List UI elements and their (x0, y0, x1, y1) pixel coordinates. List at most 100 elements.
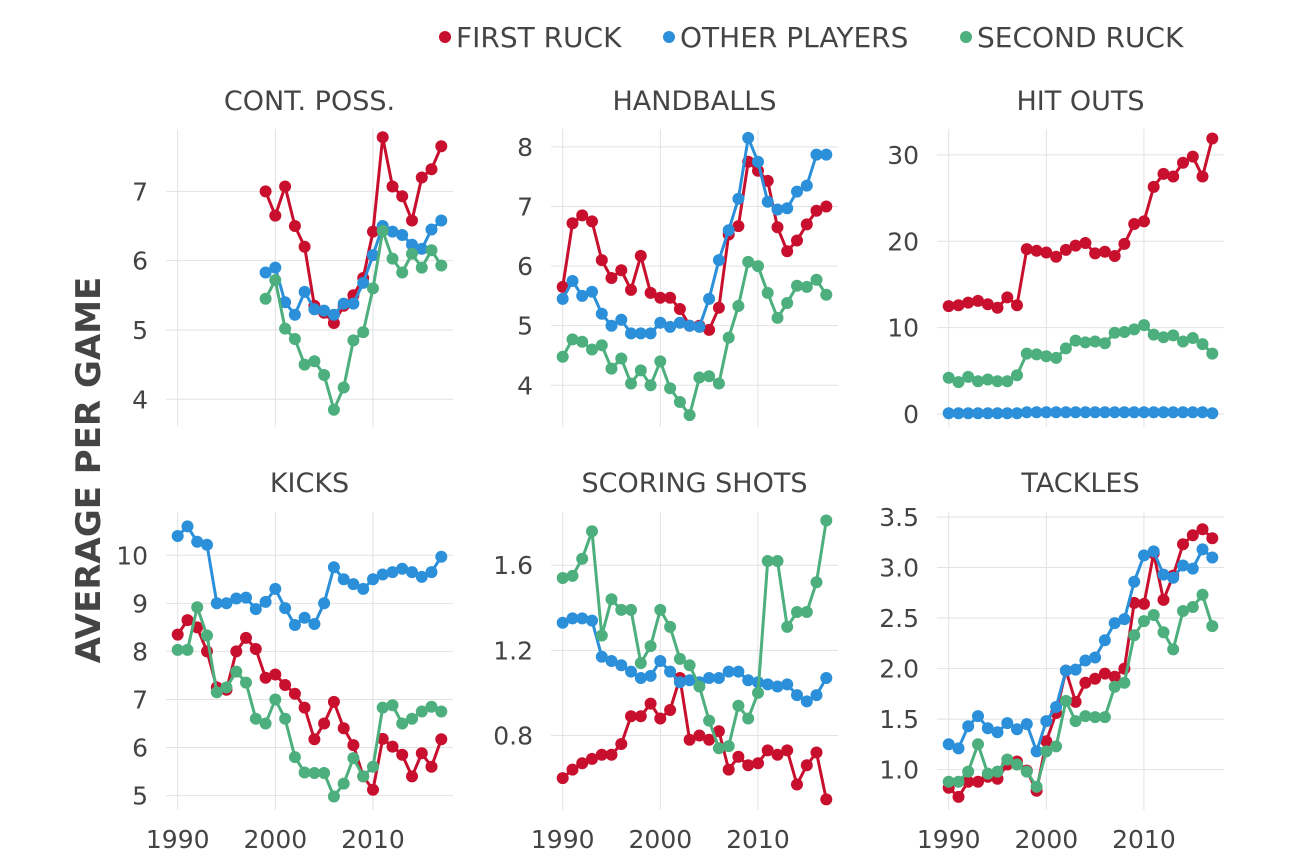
data-point-first-ruck (644, 286, 657, 299)
data-point-other-players (259, 266, 272, 279)
data-point-other-players (683, 674, 696, 687)
data-point-first-ruck (625, 710, 637, 723)
data-point-first-ruck (703, 733, 716, 746)
data-point-other-players (615, 659, 628, 672)
data-point-other-players (1020, 718, 1033, 731)
data-point-second-ruck (683, 659, 696, 672)
data-point-other-players (722, 665, 735, 678)
data-point-second-ruck (942, 775, 955, 788)
data-point-second-ruck (259, 717, 272, 730)
data-point-second-ruck (210, 686, 223, 699)
x-tick-label: 1990 (531, 825, 595, 854)
data-point-first-ruck (791, 234, 803, 247)
data-point-other-players (1177, 406, 1189, 419)
x-tick-label: 1990 (146, 825, 210, 854)
data-point-first-ruck (415, 171, 428, 184)
data-point-other-players (1157, 568, 1170, 581)
data-point-other-players (761, 678, 774, 691)
data-point-second-ruck (800, 280, 813, 293)
data-point-first-ruck (259, 185, 272, 198)
legend-item-first-ruck: FIRST RUCK (439, 21, 622, 54)
data-point-second-ruck (435, 259, 448, 272)
panel-handballs: HANDBALLS 4 5 6 7 8 (517, 86, 838, 427)
legend-marker-second-ruck (960, 31, 972, 43)
data-point-first-ruck (1128, 218, 1141, 230)
data-point-second-ruck (761, 555, 774, 567)
data-point-first-ruck (576, 757, 589, 770)
data-point-second-ruck (357, 326, 370, 339)
data-point-other-players (771, 680, 784, 693)
data-point-second-ruck (1059, 694, 1072, 707)
data-point-other-players (732, 665, 745, 678)
data-point-second-ruck (1196, 588, 1209, 601)
data-point-first-ruck (435, 140, 448, 153)
data-point-second-ruck (981, 767, 994, 780)
data-point-first-ruck (1138, 215, 1150, 228)
data-point-second-ruck (1138, 615, 1150, 628)
data-point-first-ruck (654, 291, 667, 304)
data-point-second-ruck (279, 322, 292, 335)
data-point-first-ruck (1069, 695, 1082, 708)
data-point-other-players (1108, 617, 1121, 630)
series-line-first-ruck (948, 138, 1214, 310)
data-point-second-ruck (1011, 369, 1023, 382)
data-point-first-ruck (781, 245, 794, 258)
data-point-other-players (942, 738, 955, 751)
data-point-other-players (269, 582, 282, 595)
legend-item-other-players: OTHER PLAYERS (663, 21, 908, 54)
data-point-first-ruck (566, 217, 579, 230)
data-point-other-players (683, 319, 696, 332)
data-point-first-ruck (298, 701, 311, 714)
y-tick-label: 3.0 (879, 554, 919, 583)
data-point-other-players (425, 566, 438, 579)
data-point-other-players (693, 320, 706, 333)
data-point-first-ruck (615, 738, 628, 750)
data-point-other-players (1040, 406, 1053, 419)
data-point-first-ruck (406, 214, 418, 227)
data-point-other-players (722, 224, 735, 237)
data-point-second-ruck (1206, 347, 1219, 360)
data-point-other-players (810, 148, 823, 161)
data-point-second-ruck (693, 371, 706, 384)
data-point-first-ruck (576, 209, 589, 222)
data-point-second-ruck (308, 355, 321, 368)
data-point-first-ruck (1079, 676, 1092, 689)
data-point-second-ruck (1079, 710, 1092, 723)
data-point-second-ruck (952, 775, 965, 788)
data-point-second-ruck (1040, 350, 1053, 363)
data-point-other-players (742, 674, 755, 687)
data-point-first-ruck (435, 733, 448, 746)
data-point-second-ruck (742, 712, 755, 725)
data-point-other-players (1059, 664, 1072, 677)
data-point-other-players (634, 327, 647, 340)
y-tick-label: 6 (517, 252, 533, 281)
data-point-second-ruck (1050, 351, 1063, 364)
data-point-first-ruck (1059, 243, 1072, 256)
data-point-second-ruck (376, 224, 389, 237)
data-point-second-ruck (605, 593, 618, 606)
x-tick-label: 2010 (1112, 825, 1176, 854)
series-second-ruck (171, 601, 448, 803)
panel-kicks: KICKS 5 6 7 8 9 10 1990 2000 2010 (116, 468, 453, 854)
data-point-other-players (625, 327, 637, 340)
y-tick-label: 6 (132, 247, 148, 276)
data-point-second-ruck (318, 369, 331, 381)
data-point-first-ruck (308, 733, 321, 746)
data-point-first-ruck (693, 729, 706, 742)
data-point-first-ruck (425, 760, 438, 773)
data-point-other-players (240, 591, 252, 604)
data-point-second-ruck (1157, 331, 1170, 344)
data-point-other-players (781, 678, 794, 691)
data-point-first-ruck (1040, 246, 1053, 259)
data-point-first-ruck (1118, 237, 1131, 250)
data-point-other-players (1079, 406, 1092, 419)
data-point-first-ruck (972, 294, 984, 307)
data-point-second-ruck (1030, 348, 1043, 361)
data-point-other-players (1069, 663, 1082, 676)
data-point-second-ruck (722, 331, 735, 344)
series-first-ruck (556, 672, 833, 806)
data-point-first-ruck (181, 614, 194, 627)
data-point-first-ruck (1089, 247, 1102, 260)
data-point-other-players (415, 242, 428, 255)
data-point-first-ruck (586, 215, 598, 228)
